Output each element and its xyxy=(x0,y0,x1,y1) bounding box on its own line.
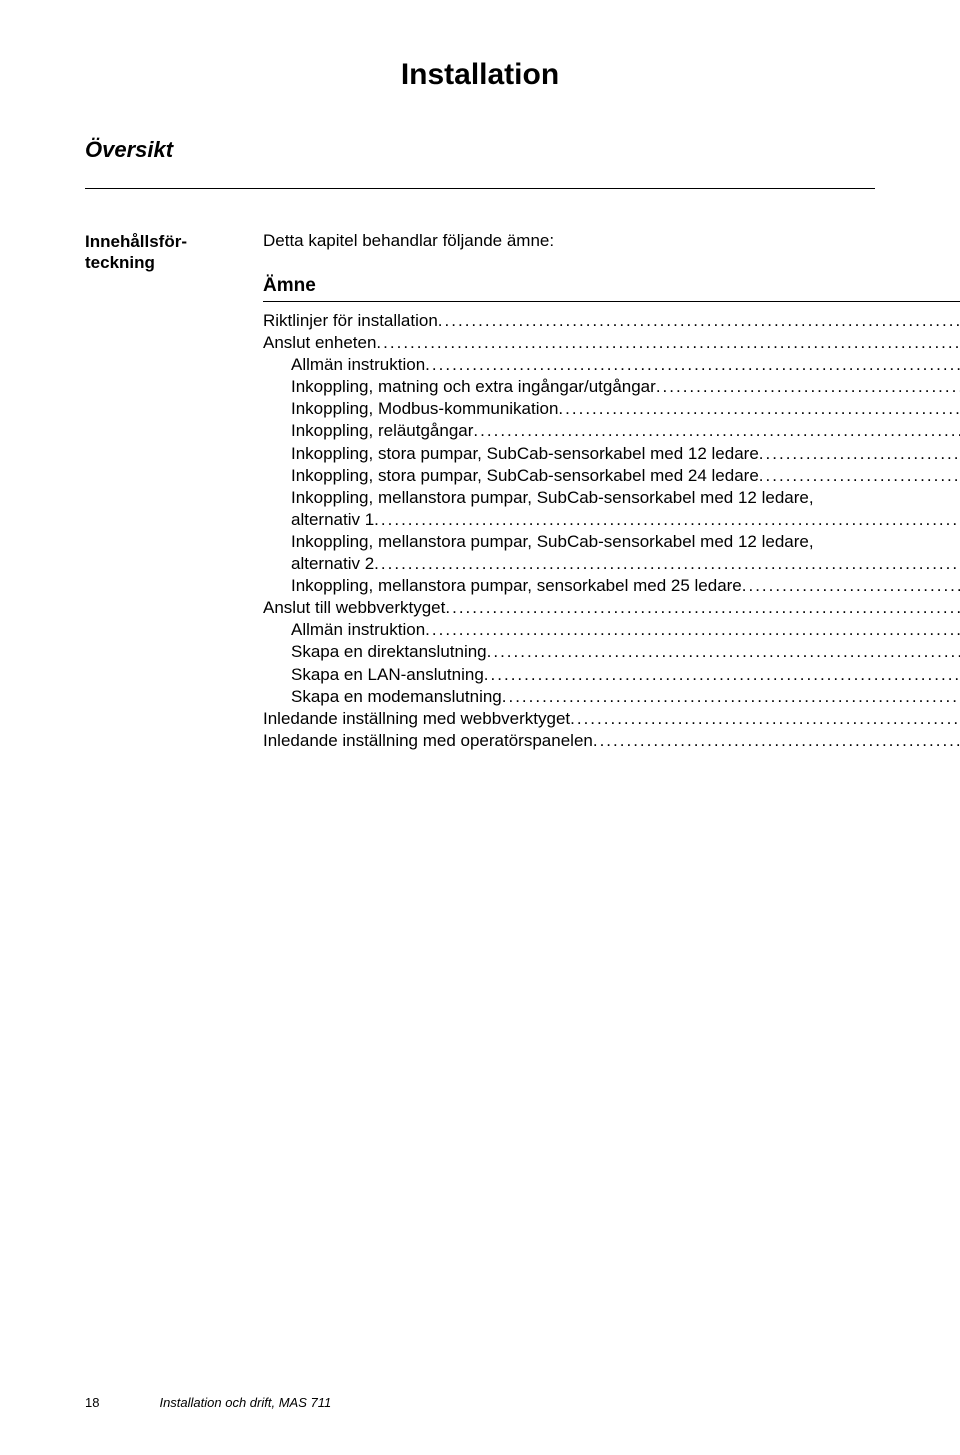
toc-leader xyxy=(487,641,960,663)
body-row: Innehållsför-teckning Detta kapitel beha… xyxy=(85,231,875,752)
toc-entry: Inledande inställning med operatörspanel… xyxy=(263,730,960,752)
footer-text: Installation och drift, MAS 711 xyxy=(159,1395,331,1410)
toc-leader xyxy=(425,619,960,641)
toc-label: Allmän instruktion xyxy=(263,619,425,641)
toc-label: alternativ 1 xyxy=(263,509,374,531)
toc-entry: Riktlinjer för installation 19 xyxy=(263,310,960,332)
toc-line: Skapa en direktanslutning 37 xyxy=(263,641,960,663)
toc-entry: Anslut till webbverktyget 37 xyxy=(263,597,960,619)
toc-label: Skapa en modemanslutning xyxy=(263,686,502,708)
toc-entry: Skapa en direktanslutning 37 xyxy=(263,641,960,663)
toc-line: Allmän instruktion 37 xyxy=(263,619,960,641)
toc-leader xyxy=(484,664,960,686)
section-heading: Översikt xyxy=(85,137,875,163)
toc-leader xyxy=(742,575,960,597)
toc-label: Skapa en LAN-anslutning xyxy=(263,664,484,686)
toc-list: Riktlinjer för installation 19Anslut enh… xyxy=(263,310,960,752)
toc-line: Inledande inställning med webbverktyget … xyxy=(263,708,960,730)
toc-leader xyxy=(558,398,960,420)
toc-entry: Inkoppling, stora pumpar, SubCab-sensork… xyxy=(263,465,960,487)
toc-line: Riktlinjer för installation 19 xyxy=(263,310,960,332)
toc-label: Allmän instruktion xyxy=(263,354,425,376)
toc-label: Inkoppling, mellanstora pumpar, sensorka… xyxy=(263,575,742,597)
toc-leader xyxy=(570,708,960,730)
toc-line: alternativ 1 31 xyxy=(263,509,960,531)
toc-line: Allmän instruktion 21 xyxy=(263,354,960,376)
toc-label: Inkoppling, stora pumpar, SubCab-sensork… xyxy=(263,465,759,487)
toc-leader xyxy=(425,354,960,376)
toc-label: Inledande inställning med operatörspanel… xyxy=(263,730,593,752)
toc-line: Inkoppling, mellanstora pumpar, SubCab-s… xyxy=(263,531,960,553)
toc-label: Inkoppling, reläutgångar xyxy=(263,420,473,442)
toc-leader xyxy=(445,597,960,619)
toc-leader xyxy=(473,420,960,442)
toc-label: Inkoppling, mellanstora pumpar, SubCab-s… xyxy=(263,487,814,509)
toc-line: Inkoppling, mellanstora pumpar, sensorka… xyxy=(263,575,960,597)
toc-entry: Anslut enheten 20 xyxy=(263,332,960,354)
content-block: Detta kapitel behandlar följande ämne: Ä… xyxy=(263,231,960,752)
toc-label: Inkoppling, stora pumpar, SubCab-sensork… xyxy=(263,443,759,465)
page-container: Installation Översikt Innehållsför-teckn… xyxy=(0,0,960,1455)
toc-leader xyxy=(376,332,960,354)
toc-leader xyxy=(374,509,960,531)
toc-label: Anslut enheten xyxy=(263,332,376,354)
intro-text: Detta kapitel behandlar följande ämne: xyxy=(263,231,960,251)
toc-line: Inledande inställning med operatörspanel… xyxy=(263,730,960,752)
toc-entry: Inkoppling, Modbus-kommunikation 23 xyxy=(263,398,960,420)
toc-label: Inkoppling, mellanstora pumpar, SubCab-s… xyxy=(263,531,814,553)
toc-entry: Inkoppling, mellanstora pumpar, sensorka… xyxy=(263,575,960,597)
toc-line: Inkoppling, mellanstora pumpar, SubCab-s… xyxy=(263,487,960,509)
toc-label: Inkoppling, matning och extra ingångar/u… xyxy=(263,376,656,398)
toc-leader xyxy=(656,376,960,398)
toc-label: Riktlinjer för installation xyxy=(263,310,438,332)
toc-line: alternativ 2 33 xyxy=(263,553,960,575)
footer-page-number: 18 xyxy=(85,1395,99,1410)
toc-entry: Inledande inställning med webbverktyget … xyxy=(263,708,960,730)
toc-entry: Skapa en modemanslutning 43 xyxy=(263,686,960,708)
toc-line: Inkoppling, stora pumpar, SubCab-sensork… xyxy=(263,465,960,487)
toc-line: Inkoppling, Modbus-kommunikation 23 xyxy=(263,398,960,420)
toc-label: Skapa en direktanslutning xyxy=(263,641,487,663)
toc-entry: Inkoppling, mellanstora pumpar, SubCab-s… xyxy=(263,487,960,531)
page-footer: 18 Installation och drift, MAS 711 xyxy=(85,1395,331,1410)
toc-line: Anslut enheten 20 xyxy=(263,332,960,354)
toc-leader xyxy=(502,686,960,708)
toc-line: Inkoppling, matning och extra ingångar/u… xyxy=(263,376,960,398)
divider xyxy=(85,188,875,189)
toc-line: Inkoppling, reläutgångar 26 xyxy=(263,420,960,442)
toc-leader xyxy=(374,553,960,575)
sidebar-label: Innehållsför-teckning xyxy=(85,231,235,752)
toc-label: Inkoppling, Modbus-kommunikation xyxy=(263,398,558,420)
toc-line: Anslut till webbverktyget 37 xyxy=(263,597,960,619)
toc-entry: Skapa en LAN-anslutning 39 xyxy=(263,664,960,686)
toc-leader xyxy=(759,443,960,465)
toc-line: Inkoppling, stora pumpar, SubCab-sensork… xyxy=(263,443,960,465)
toc-entry: Inkoppling, mellanstora pumpar, SubCab-s… xyxy=(263,531,960,575)
page-title: Installation xyxy=(85,58,875,92)
toc-label: Inledande inställning med webbverktyget xyxy=(263,708,570,730)
toc-label: Anslut till webbverktyget xyxy=(263,597,445,619)
toc-leader xyxy=(759,465,960,487)
toc-line: Skapa en LAN-anslutning 39 xyxy=(263,664,960,686)
toc-label: alternativ 2 xyxy=(263,553,374,575)
toc-entry: Inkoppling, stora pumpar, SubCab-sensork… xyxy=(263,443,960,465)
toc-leader xyxy=(593,730,960,752)
toc-entry: Allmän instruktion 37 xyxy=(263,619,960,641)
toc-line: Skapa en modemanslutning 43 xyxy=(263,686,960,708)
toc-entry: Allmän instruktion 21 xyxy=(263,354,960,376)
toc-entry: Inkoppling, matning och extra ingångar/u… xyxy=(263,376,960,398)
toc-entry: Inkoppling, reläutgångar 26 xyxy=(263,420,960,442)
toc-leader xyxy=(438,310,960,332)
toc-heading: Ämne xyxy=(263,275,960,302)
